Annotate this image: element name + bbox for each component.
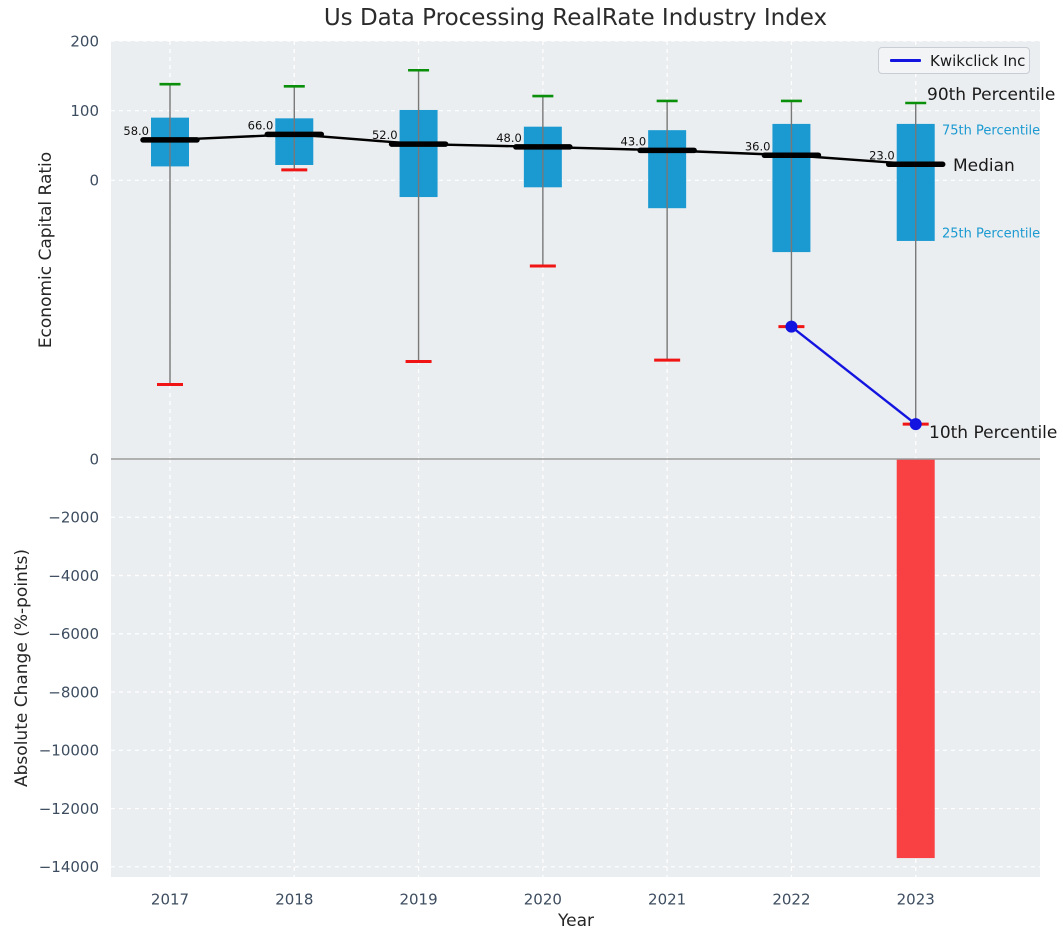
bottom-y-tick--2000: −2000 [48,509,99,527]
x-tick-label-2017: 2017 [151,890,189,908]
annotation-90th-percentile: 90th Percentile [927,85,1056,105]
median-value-label-2022: 36.0 [745,139,771,153]
median-value-label-2018: 66.0 [248,118,274,132]
chart-title: Us Data Processing RealRate Industry Ind… [323,5,828,31]
top-y-tick-0: 0 [89,172,99,190]
bottom-y-axis-label: Absolute Change (%-points) [12,549,32,787]
median-value-label-2020: 48.0 [496,131,522,145]
x-tick-label-2023: 2023 [897,890,935,908]
annotation-75th-percentile: 75th Percentile [942,123,1041,139]
bottom-panel-background [111,459,1040,877]
legend-line-sample [890,59,921,62]
kwikclick-point-2022 [785,320,798,333]
x-tick-label-2018: 2018 [275,890,313,908]
median-value-label-2019: 52.0 [372,128,398,142]
median-value-label-2017: 58.0 [123,124,149,138]
legend: Kwikclick Inc [878,47,1030,74]
change-bar-2023 [896,459,935,859]
annotation-25th-percentile: 25th Percentile [942,226,1041,242]
x-tick-label-2020: 2020 [524,890,562,908]
top-panel-background [111,41,1040,459]
top-y-tick-100: 100 [70,102,99,120]
kwikclick-point-2023 [909,418,922,431]
kwikclick-line [790,325,917,426]
bottom-y-tick--8000: −8000 [48,683,99,701]
legend-label: Kwikclick Inc [930,51,1026,70]
top-y-axis-label: Economic Capital Ratio [36,151,56,349]
bottom-y-tick--10000: −10000 [39,742,99,760]
annotation-median: Median [953,156,1015,176]
bottom-y-tick--14000: −14000 [39,858,99,876]
x-tick-label-2022: 2022 [772,890,810,908]
x-tick-label-2019: 2019 [399,890,437,908]
bottom-y-tick--6000: −6000 [48,625,99,643]
x-axis-label: Year [558,911,594,931]
bottom-y-tick-0: 0 [89,450,99,468]
median-value-label-2021: 43.0 [621,134,647,148]
top-y-tick-200: 200 [70,32,99,50]
bottom-y-tick--4000: −4000 [48,567,99,585]
median-value-label-2023: 23.0 [869,148,895,162]
x-tick-label-2021: 2021 [648,890,686,908]
annotation-10th-percentile: 10th Percentile [929,423,1058,443]
bottom-y-tick--12000: −12000 [39,800,99,818]
